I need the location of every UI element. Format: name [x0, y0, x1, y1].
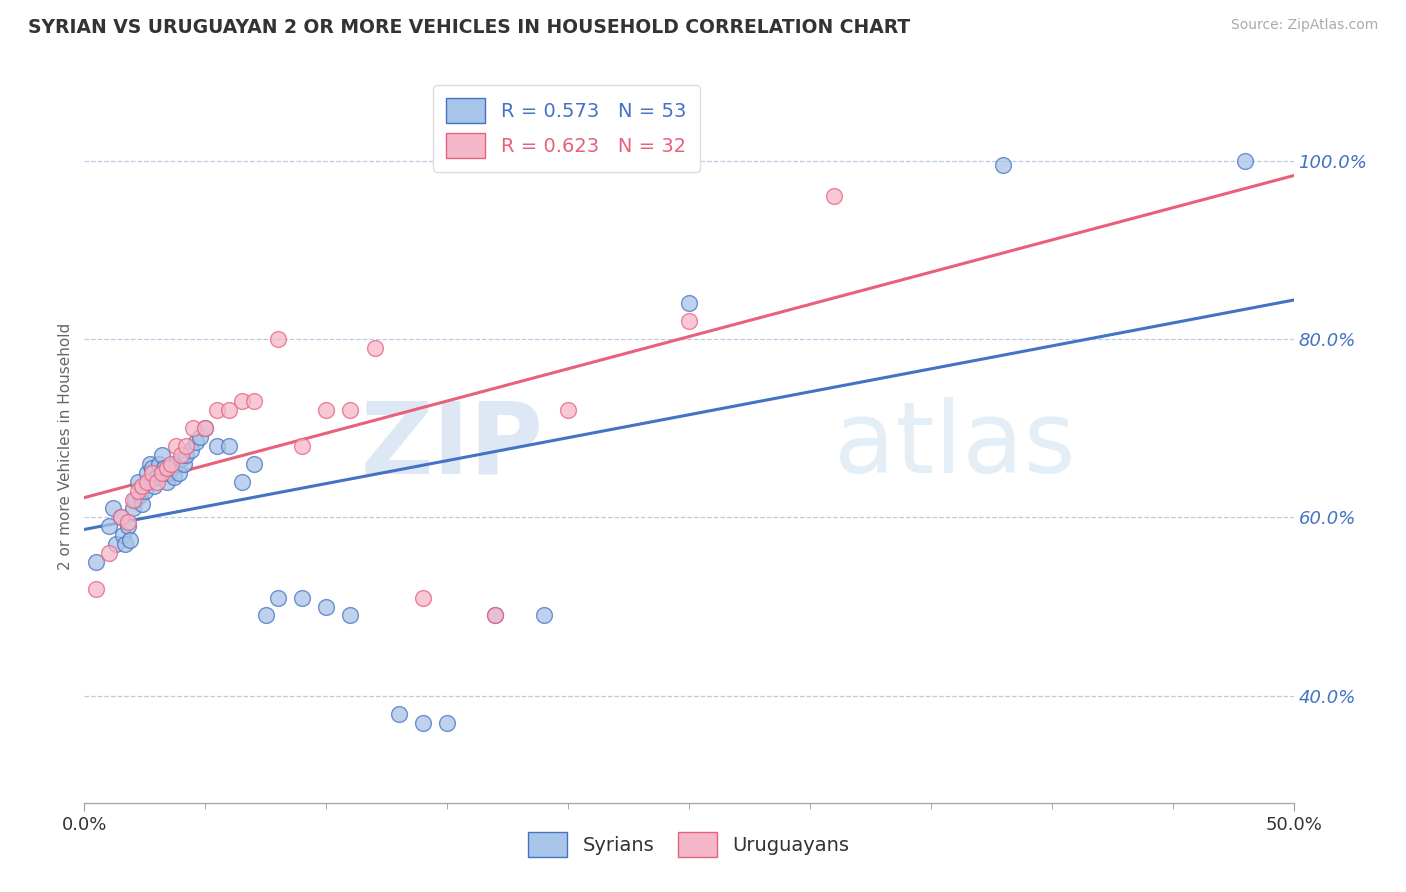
Point: [110, 510, 132, 524]
Point: [291, 439, 314, 453]
Point: [155, 475, 177, 489]
Point: [207, 403, 229, 417]
Point: [484, 608, 506, 623]
Text: atlas: atlas: [834, 398, 1076, 494]
Point: [136, 466, 159, 480]
Point: [339, 608, 361, 623]
Point: [127, 475, 149, 489]
Point: [339, 403, 361, 417]
Point: [181, 421, 204, 435]
Point: [678, 314, 700, 328]
Point: [86, 582, 108, 596]
Point: [165, 457, 187, 471]
Point: [557, 403, 579, 417]
Point: [412, 715, 434, 730]
Point: [194, 421, 217, 435]
Point: [124, 492, 146, 507]
Point: [120, 533, 142, 547]
Point: [129, 488, 152, 502]
Point: [121, 501, 143, 516]
Point: [157, 466, 180, 480]
Point: [174, 439, 197, 453]
Point: [97, 546, 120, 560]
Point: [315, 599, 337, 614]
Point: [184, 434, 207, 449]
Point: [163, 470, 186, 484]
Point: [218, 439, 240, 453]
Point: [678, 296, 700, 310]
Point: [194, 421, 217, 435]
Point: [131, 497, 153, 511]
Point: [155, 461, 177, 475]
Point: [148, 457, 170, 471]
Point: [167, 466, 190, 480]
Text: ZIP: ZIP: [361, 398, 544, 494]
Point: [180, 443, 202, 458]
Point: [388, 706, 411, 721]
Point: [315, 403, 337, 417]
Point: [412, 591, 434, 605]
Point: [86, 555, 108, 569]
Point: [114, 537, 136, 551]
Point: [174, 448, 197, 462]
Point: [131, 479, 153, 493]
Point: [484, 608, 506, 623]
Point: [127, 483, 149, 498]
Text: SYRIAN VS URUGUAYAN 2 OR MORE VEHICLES IN HOUSEHOLD CORRELATION CHART: SYRIAN VS URUGUAYAN 2 OR MORE VEHICLES I…: [28, 18, 910, 37]
Point: [165, 439, 187, 453]
Point: [207, 439, 229, 453]
Point: [231, 475, 253, 489]
Point: [173, 457, 195, 471]
Point: [117, 515, 139, 529]
Point: [117, 519, 139, 533]
Point: [153, 461, 176, 475]
Point: [150, 448, 173, 462]
Point: [993, 158, 1015, 172]
Point: [146, 470, 169, 484]
Point: [823, 189, 845, 203]
Point: [160, 457, 183, 471]
Point: [141, 466, 163, 480]
Point: [436, 715, 458, 730]
Point: [160, 461, 183, 475]
Point: [136, 475, 159, 489]
Point: [134, 483, 156, 498]
Point: [190, 430, 212, 444]
Point: [1234, 153, 1257, 168]
Point: [231, 394, 253, 409]
Point: [146, 475, 169, 489]
Point: [112, 528, 135, 542]
Point: [141, 461, 163, 475]
Point: [138, 457, 160, 471]
Legend: Syrians, Uruguayans: Syrians, Uruguayans: [520, 824, 858, 864]
Point: [104, 537, 127, 551]
Point: [242, 457, 264, 471]
Point: [254, 608, 277, 623]
Point: [110, 510, 132, 524]
Y-axis label: 2 or more Vehicles in Household: 2 or more Vehicles in Household: [58, 322, 73, 570]
Point: [291, 591, 314, 605]
Point: [242, 394, 264, 409]
Point: [170, 452, 193, 467]
Point: [533, 608, 555, 623]
Text: Source: ZipAtlas.com: Source: ZipAtlas.com: [1230, 18, 1378, 32]
Point: [363, 341, 385, 355]
Point: [121, 492, 143, 507]
Point: [150, 466, 173, 480]
Point: [97, 519, 120, 533]
Point: [267, 332, 290, 346]
Point: [103, 501, 125, 516]
Point: [267, 591, 290, 605]
Point: [143, 479, 166, 493]
Point: [170, 448, 193, 462]
Point: [218, 403, 240, 417]
